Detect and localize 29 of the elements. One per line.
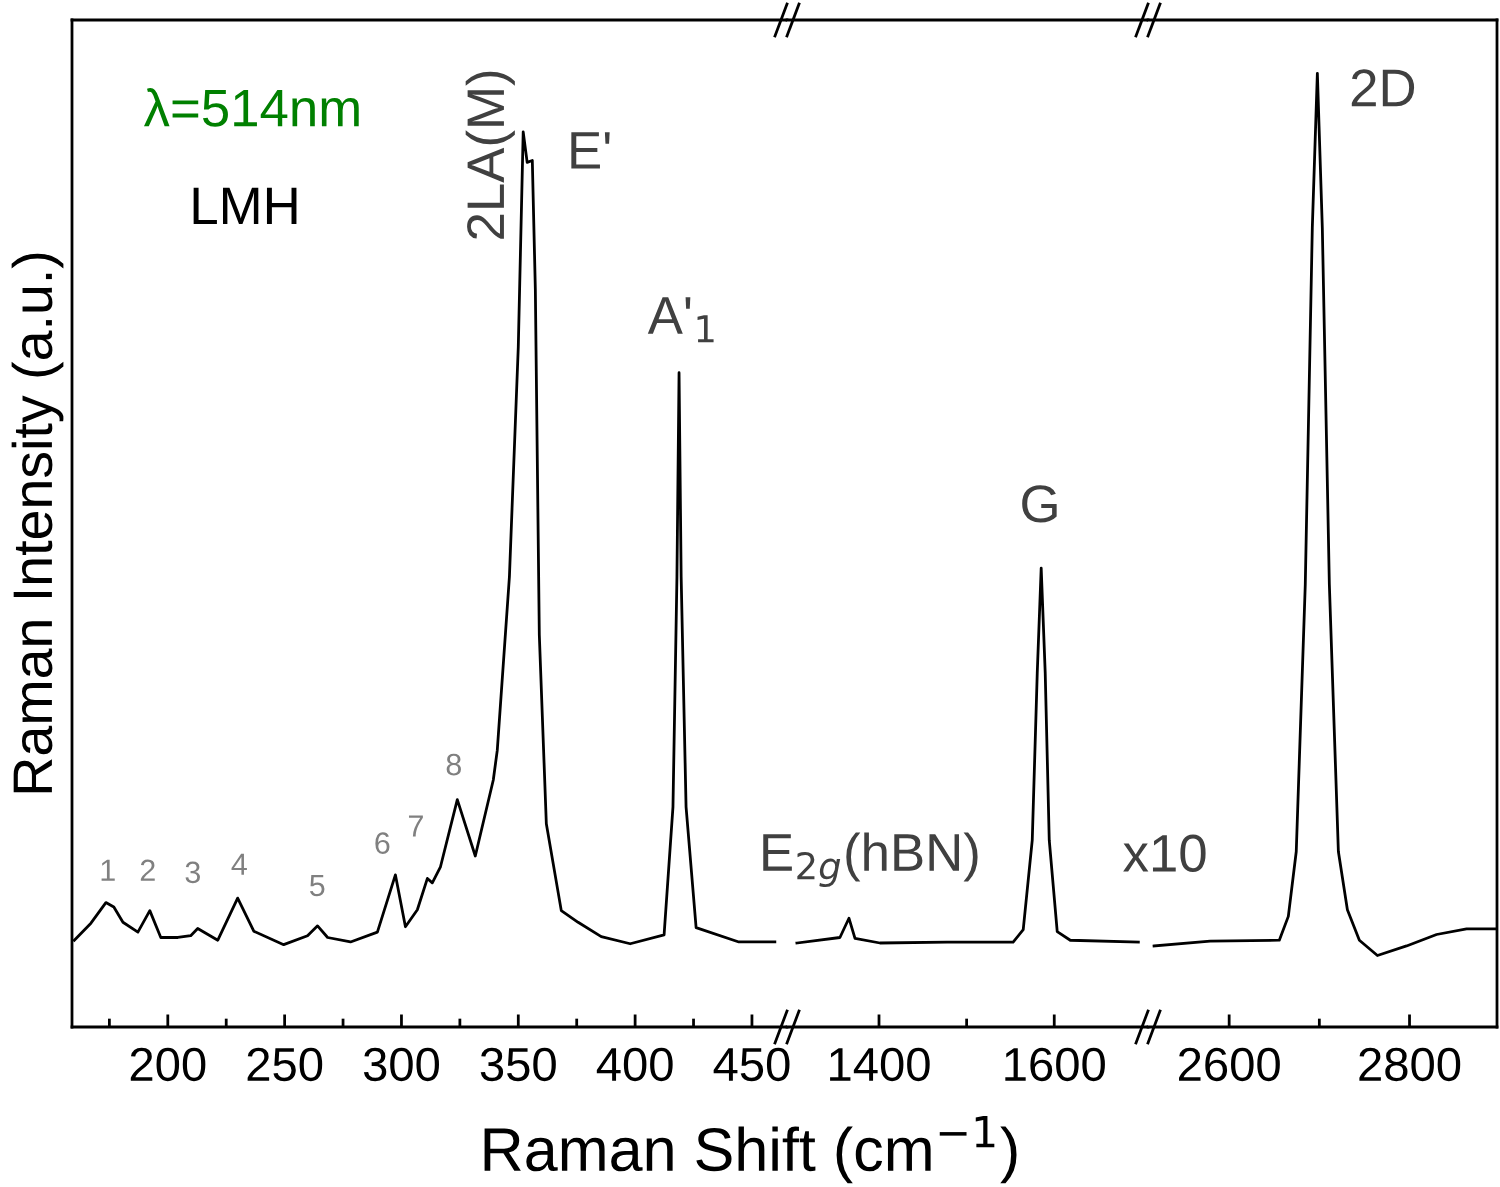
annotation: E' xyxy=(571,132,610,169)
annotation: 5 xyxy=(309,874,325,897)
annotation: 2LA(M) xyxy=(465,71,515,239)
x-tick-label: 350 xyxy=(480,1047,556,1082)
annotation: 1 xyxy=(101,859,115,881)
y-axis-title: Raman Intensity (a.u.) xyxy=(11,253,64,793)
text: G xyxy=(1022,485,1057,523)
annotation: 4 xyxy=(231,853,247,875)
text: λ=514nm xyxy=(143,88,359,127)
x-tick-label: 300 xyxy=(363,1047,440,1082)
x-tick-label: 450 xyxy=(713,1047,790,1082)
x-tick-label: 2600 xyxy=(1179,1047,1280,1082)
x-tick-label: 1600 xyxy=(1005,1047,1105,1082)
x-tick-label: 250 xyxy=(247,1047,323,1082)
x-axis-title: Raman Shift (cm$^{−1}$) xyxy=(484,1116,1017,1184)
annotation: 6 xyxy=(375,832,390,854)
annotation: 8 xyxy=(446,753,461,776)
annotation: x10 xyxy=(1123,834,1206,872)
annotation: LMH xyxy=(193,187,297,224)
x-tick-label: 400 xyxy=(596,1047,673,1082)
annotation: 3 xyxy=(185,861,200,884)
annotation: 2D xyxy=(1351,69,1415,107)
annotation: A'$_{1}$ xyxy=(647,297,714,343)
annotation: E$_{2g}$(hBN) xyxy=(763,832,978,887)
x-tick-label: 2800 xyxy=(1359,1047,1461,1082)
x-tick-label: 1400 xyxy=(830,1047,930,1082)
x-tick-label: 200 xyxy=(130,1047,206,1082)
annotation: 7 xyxy=(408,815,423,837)
annotation: 2 xyxy=(140,859,155,881)
